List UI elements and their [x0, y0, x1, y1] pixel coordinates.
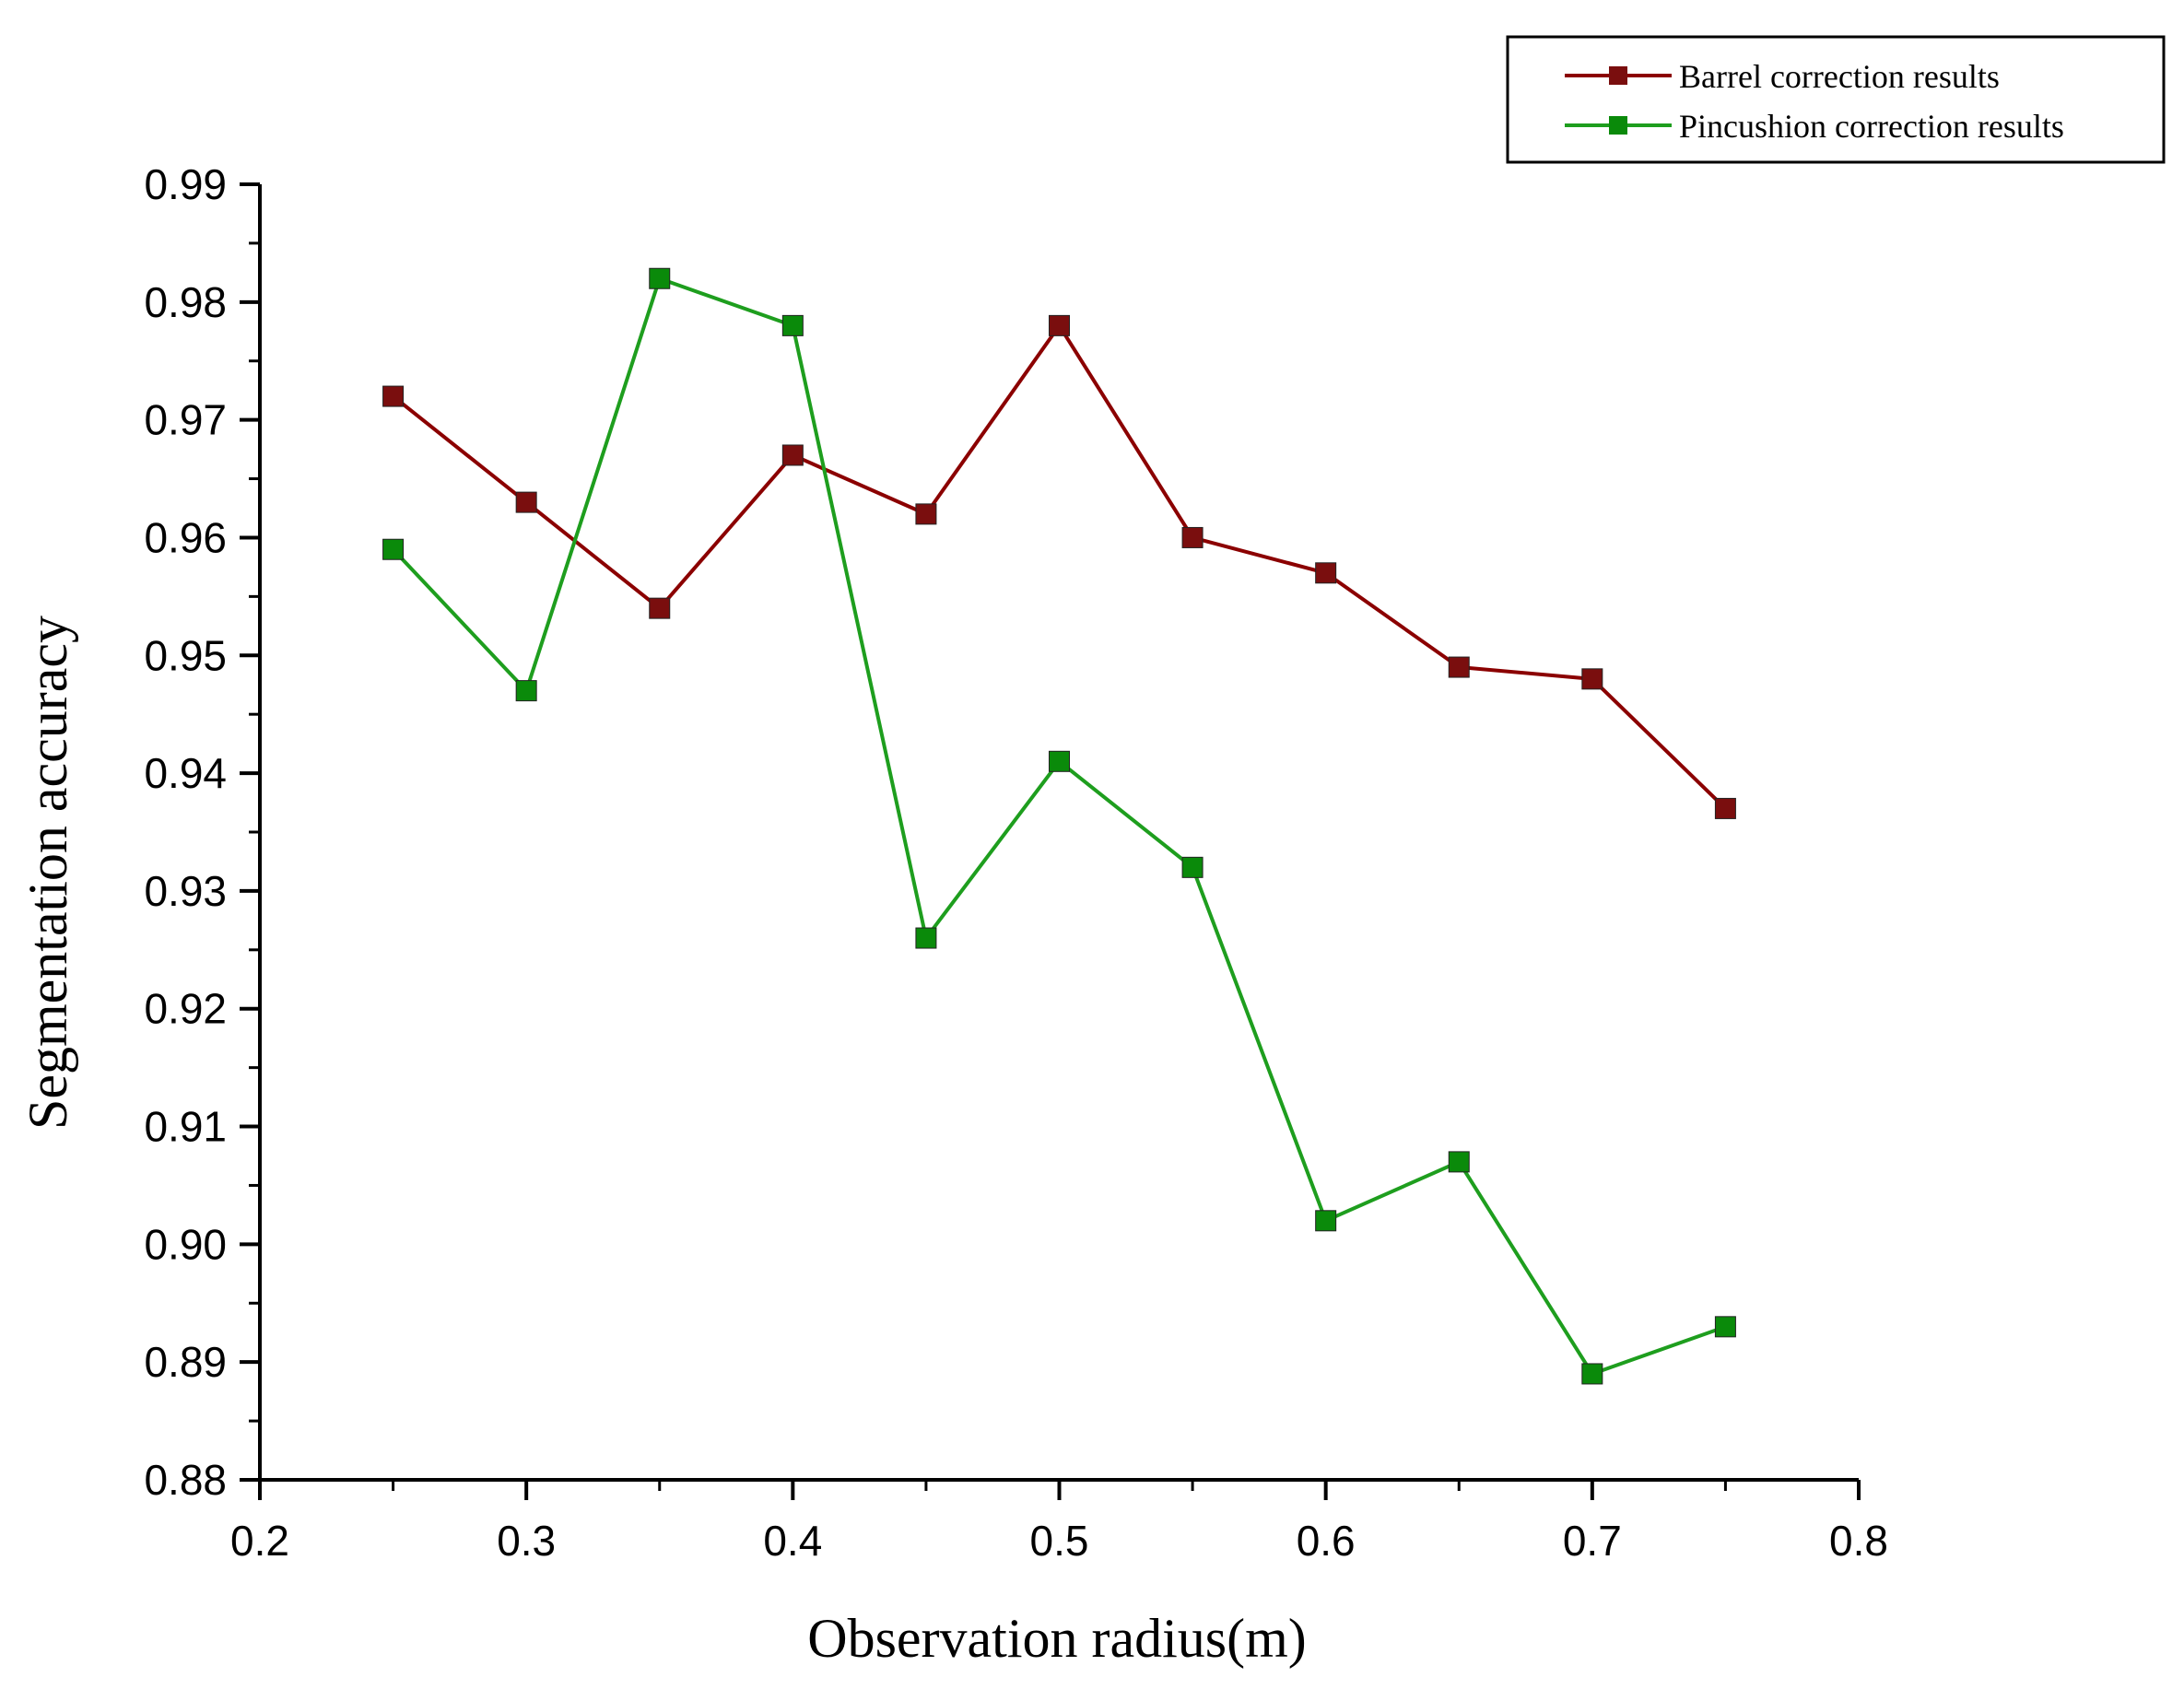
x-axis-title: Observation radius(m) — [807, 1608, 1307, 1669]
y-axis-title: Segmentation accuracy — [18, 616, 78, 1130]
y-tick-label: 0.95 — [144, 631, 227, 679]
legend: Barrel correction results Pincushion corr… — [1506, 35, 2166, 164]
x-tick-label: 0.3 — [497, 1517, 556, 1565]
data-point — [1448, 656, 1470, 678]
data-point — [1181, 526, 1204, 548]
y-tick-label: 0.89 — [144, 1338, 227, 1386]
legend-label: Barrel correction results — [1679, 58, 2000, 95]
data-point — [1714, 1316, 1736, 1338]
series-line — [392, 323, 1727, 810]
y-tick-label: 0.92 — [144, 985, 227, 1033]
data-point — [1315, 562, 1337, 584]
x-tick-label: 0.4 — [763, 1517, 822, 1565]
x-tick-label: 0.5 — [1030, 1517, 1089, 1565]
legend-box — [1506, 35, 2166, 164]
y-tick-label: 0.90 — [144, 1220, 227, 1268]
legend-label: Pincushion correction results — [1679, 108, 2064, 145]
legend-entry-2: Pincushion correction results — [1565, 108, 2064, 145]
y-tick-label: 0.94 — [144, 749, 227, 797]
x-tick-label: 0.2 — [230, 1517, 289, 1565]
x-tick-label: 0.7 — [1563, 1517, 1622, 1565]
data-point — [515, 491, 537, 513]
y-tick-label: 0.99 — [144, 160, 227, 208]
data-point — [1448, 1151, 1470, 1173]
legend-marker — [1609, 116, 1627, 135]
data-point — [382, 385, 405, 407]
data-point — [649, 597, 671, 619]
data-point — [1581, 1363, 1603, 1385]
data-point — [1714, 797, 1736, 819]
data-point — [915, 503, 937, 525]
y-tick-label: 0.98 — [144, 278, 227, 326]
y-tick-label: 0.97 — [144, 396, 227, 444]
data-point — [515, 680, 537, 702]
series-line — [392, 276, 1727, 1376]
series-layer — [382, 267, 1736, 1385]
legend-marker — [1609, 66, 1627, 85]
data-point — [1181, 856, 1204, 878]
series-1 — [382, 314, 1736, 819]
y-tick-label: 0.91 — [144, 1103, 227, 1151]
data-point — [915, 927, 937, 949]
data-point — [1581, 668, 1603, 690]
data-point — [649, 267, 671, 289]
x-tick-label: 0.8 — [1829, 1517, 1888, 1565]
x-tick-label: 0.6 — [1297, 1517, 1356, 1565]
axes — [258, 184, 1859, 1482]
data-point — [1315, 1210, 1337, 1232]
data-point — [382, 538, 405, 560]
data-point — [781, 444, 804, 466]
y-tick-label: 0.88 — [144, 1456, 227, 1504]
data-point — [781, 314, 804, 336]
y-tick-label: 0.96 — [144, 513, 227, 561]
ticks: 0.88 0.89 0.90 0.91 0.92 0.93 0.94 0.95 0.96 0.97… — [144, 160, 1888, 1565]
series-2 — [382, 267, 1736, 1385]
y-tick-label: 0.93 — [144, 867, 227, 915]
data-point — [1049, 314, 1070, 336]
data-point — [1049, 750, 1070, 772]
legend-entry-1: Barrel correction results — [1565, 58, 2000, 95]
